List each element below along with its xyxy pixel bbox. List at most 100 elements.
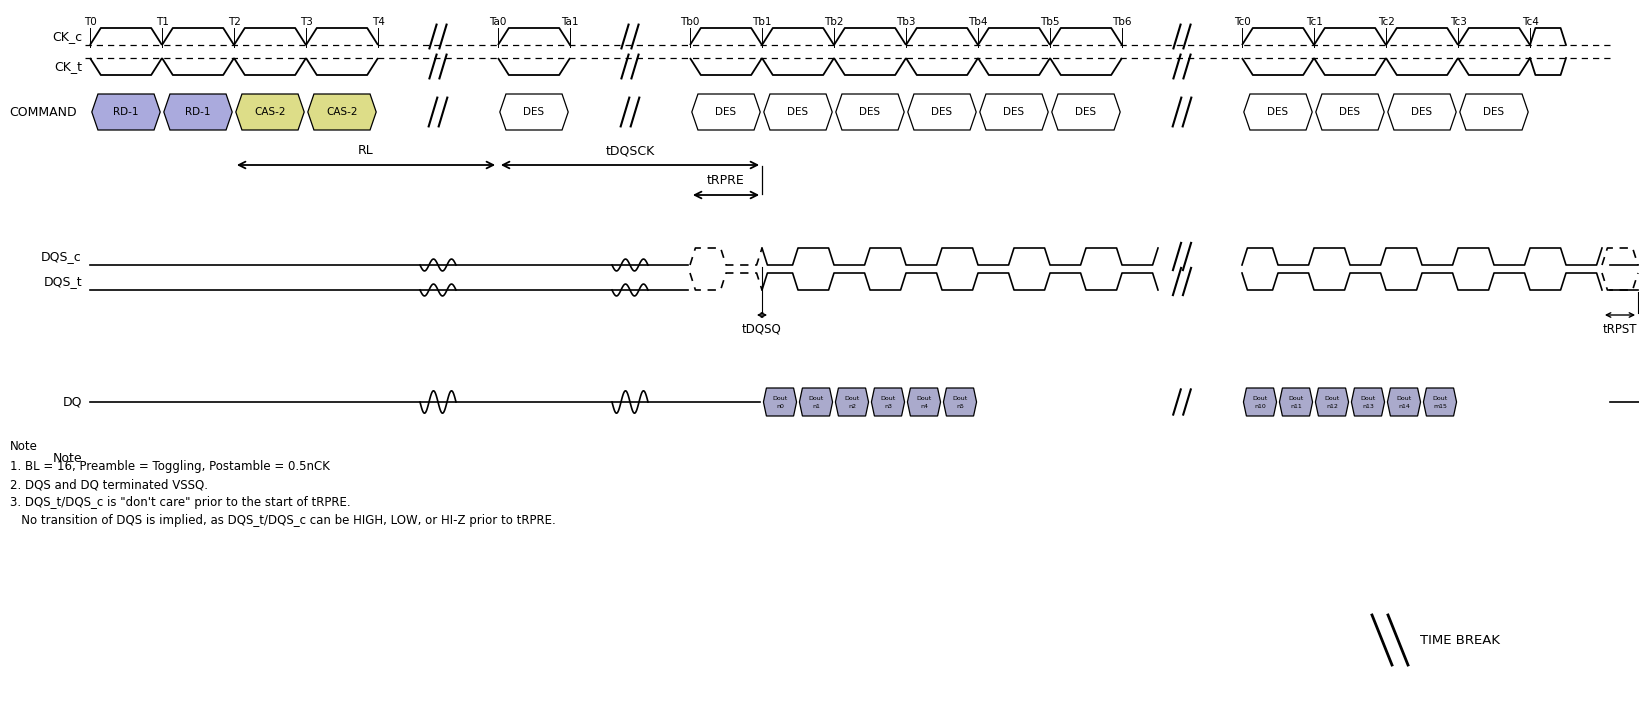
Text: 1. BL = 16, Preamble = Toggling, Postamble = 0.5nCK: 1. BL = 16, Preamble = Toggling, Postamb… [10, 460, 329, 473]
Text: TIME BREAK: TIME BREAK [1419, 633, 1500, 646]
Text: DES: DES [1003, 107, 1024, 117]
Text: n12: n12 [1326, 404, 1337, 409]
Text: n10: n10 [1254, 404, 1265, 409]
Text: DES: DES [523, 107, 544, 117]
Text: CAS-2: CAS-2 [254, 107, 285, 117]
Polygon shape [980, 94, 1049, 130]
Text: DES: DES [1075, 107, 1096, 117]
Polygon shape [836, 388, 869, 416]
Text: Tb1: Tb1 [752, 17, 772, 27]
Text: n0: n0 [775, 404, 783, 409]
Text: T3: T3 [300, 17, 313, 27]
Text: DQ: DQ [62, 396, 82, 409]
Text: DES: DES [787, 107, 808, 117]
Text: n11: n11 [1290, 404, 1301, 409]
Text: Tc3: Tc3 [1449, 17, 1467, 27]
Text: Tb4: Tb4 [969, 17, 988, 27]
Text: Tc2: Tc2 [1377, 17, 1395, 27]
Polygon shape [908, 388, 941, 416]
Polygon shape [1316, 94, 1385, 130]
Text: n5: n5 [956, 404, 964, 409]
Text: T2: T2 [228, 17, 241, 27]
Text: tDQSCK: tDQSCK [605, 144, 654, 157]
Polygon shape [500, 94, 569, 130]
Text: n14: n14 [1398, 404, 1410, 409]
Text: No transition of DQS is implied, as DQS_t/DQS_c can be HIGH, LOW, or HI-Z prior : No transition of DQS is implied, as DQS_… [10, 514, 556, 527]
Polygon shape [764, 388, 797, 416]
Polygon shape [908, 94, 977, 130]
Text: Tb3: Tb3 [897, 17, 916, 27]
Polygon shape [872, 388, 905, 416]
Text: Dout: Dout [1252, 396, 1267, 401]
Text: COMMAND: COMMAND [10, 105, 77, 118]
Text: Tc1: Tc1 [1306, 17, 1323, 27]
Text: CK_t: CK_t [54, 60, 82, 73]
Text: n4: n4 [919, 404, 928, 409]
Text: DES: DES [859, 107, 880, 117]
Text: Dout: Dout [808, 396, 824, 401]
Polygon shape [1244, 94, 1313, 130]
Polygon shape [1388, 388, 1421, 416]
Polygon shape [1316, 388, 1349, 416]
Text: T0: T0 [84, 17, 97, 27]
Text: Dout: Dout [916, 396, 931, 401]
Polygon shape [1460, 94, 1528, 130]
Text: Dout: Dout [1288, 396, 1303, 401]
Text: tRPST: tRPST [1603, 323, 1637, 336]
Polygon shape [308, 94, 377, 130]
Polygon shape [836, 94, 905, 130]
Text: RL: RL [359, 144, 374, 157]
Text: 2. DQS and DQ terminated VSSQ.: 2. DQS and DQ terminated VSSQ. [10, 478, 208, 491]
Text: RD-1: RD-1 [185, 107, 211, 117]
Text: RD-1: RD-1 [113, 107, 139, 117]
Polygon shape [800, 388, 833, 416]
Polygon shape [1352, 388, 1385, 416]
Text: Tb2: Tb2 [824, 17, 844, 27]
Text: tDQSQ: tDQSQ [742, 323, 782, 336]
Polygon shape [92, 94, 161, 130]
Text: DES: DES [1339, 107, 1360, 117]
Text: CAS-2: CAS-2 [326, 107, 357, 117]
Polygon shape [1423, 388, 1457, 416]
Text: T1: T1 [156, 17, 169, 27]
Text: n1: n1 [811, 404, 820, 409]
Polygon shape [692, 94, 760, 130]
Text: Tc4: Tc4 [1521, 17, 1539, 27]
Polygon shape [944, 388, 977, 416]
Text: Tb6: Tb6 [1113, 17, 1133, 27]
Text: Dout: Dout [1396, 396, 1411, 401]
Text: Dout: Dout [880, 396, 895, 401]
Polygon shape [764, 94, 833, 130]
Text: DES: DES [1411, 107, 1432, 117]
Text: DES: DES [716, 107, 736, 117]
Text: n2: n2 [847, 404, 856, 409]
Text: tRPRE: tRPRE [706, 174, 744, 187]
Text: Ta0: Ta0 [490, 17, 506, 27]
Text: Dout: Dout [1360, 396, 1375, 401]
Text: CK_c: CK_c [52, 30, 82, 43]
Text: n13: n13 [1362, 404, 1373, 409]
Text: Dout: Dout [772, 396, 788, 401]
Text: DES: DES [931, 107, 952, 117]
Text: n3: n3 [883, 404, 892, 409]
Text: Note: Note [10, 440, 38, 453]
Polygon shape [1280, 388, 1313, 416]
Text: Dout: Dout [1324, 396, 1339, 401]
Text: Dout: Dout [1432, 396, 1447, 401]
Text: m15: m15 [1432, 404, 1447, 409]
Text: Note: Note [52, 451, 82, 464]
Polygon shape [1052, 94, 1119, 130]
Polygon shape [1244, 388, 1277, 416]
Text: Tc0: Tc0 [1234, 17, 1251, 27]
Text: Ta1: Ta1 [561, 17, 579, 27]
Text: DQS_c: DQS_c [41, 250, 82, 263]
Polygon shape [236, 94, 305, 130]
Text: DES: DES [1267, 107, 1288, 117]
Text: T4: T4 [372, 17, 385, 27]
Text: DES: DES [1483, 107, 1505, 117]
Text: Tb0: Tb0 [680, 17, 700, 27]
Polygon shape [164, 94, 233, 130]
Text: Dout: Dout [952, 396, 967, 401]
Text: DQS_t: DQS_t [43, 275, 82, 288]
Text: Tb5: Tb5 [1041, 17, 1060, 27]
